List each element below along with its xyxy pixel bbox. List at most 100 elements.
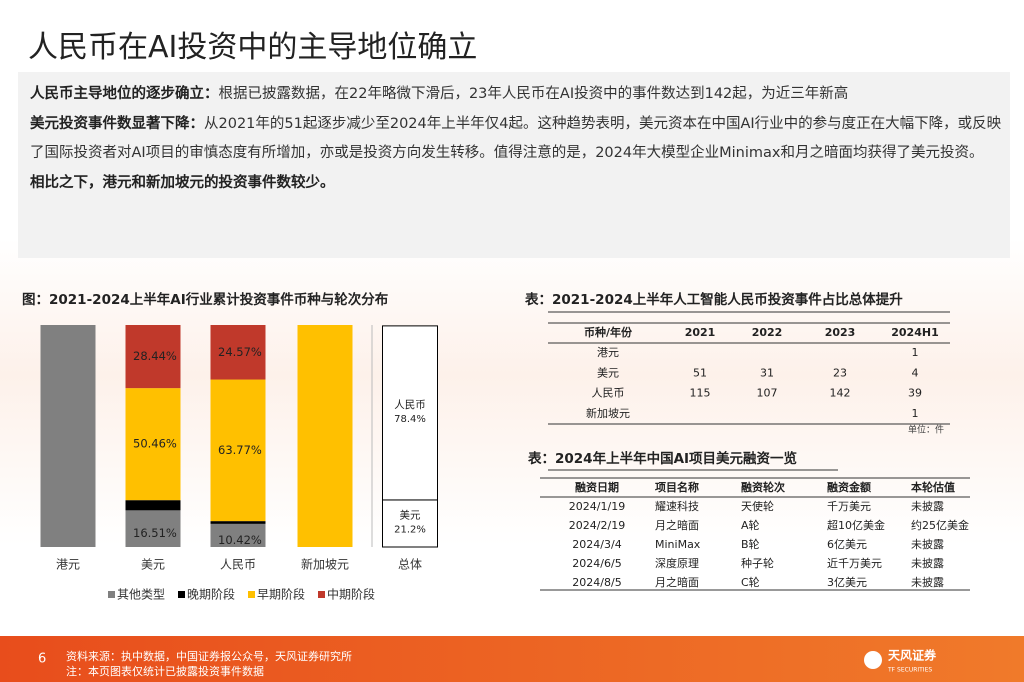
table-cell: A轮 — [741, 518, 760, 532]
table-cell: 千万美元 — [827, 500, 871, 513]
logo: 天风证券 — [888, 648, 937, 663]
footer-bar — [0, 636, 1024, 682]
overall-segment — [382, 499, 438, 548]
page-number: 6 — [38, 652, 46, 667]
table-cell: 深度原理 — [655, 556, 699, 570]
segment-name: 人民币 — [394, 399, 426, 411]
table-cell: 2024/3/4 — [572, 538, 621, 551]
value-label: 16.51% — [133, 526, 177, 540]
chart-title: 图：2021-2024上半年AI行业累计投资事件币种与轮次分布 — [22, 291, 388, 308]
table-cell: 人民币 — [592, 387, 625, 400]
value-label: 50.46% — [133, 437, 177, 451]
x-tick-label: 人民币 — [220, 558, 256, 572]
table-cell: B轮 — [741, 537, 760, 551]
summary: 人民币主导地位的逐步确立：根据已披露数据，在22年略微下滑后，23年人民币在AI… — [30, 80, 1006, 198]
legend-swatch — [178, 591, 185, 598]
bar-segment — [210, 325, 266, 380]
table-cell: 2024/8/5 — [572, 576, 621, 589]
table-cell: 3亿美元 — [827, 576, 867, 589]
bar-segment — [125, 388, 181, 501]
table-cell: 月之暗面 — [655, 518, 699, 532]
legend-swatch — [248, 591, 255, 598]
source: 资料来源：执中数据，中国证券报公众号，天风证券研究所 — [66, 649, 352, 663]
bar-segment — [125, 325, 181, 389]
table-unit: 单位：件 — [908, 424, 944, 436]
x-tick-label: 美元 — [141, 558, 165, 572]
lead: 美元投资事件数显著下降： — [30, 115, 204, 132]
table-cell: C轮 — [741, 575, 760, 589]
summary-box — [18, 72, 1010, 258]
table-cell: 1 — [912, 407, 919, 420]
legend-swatch — [318, 591, 325, 598]
table-cell: 港元 — [597, 346, 619, 359]
table-cell: 1 — [912, 346, 919, 359]
legend-label: 其他类型 — [117, 588, 165, 602]
table-cell: 天使轮 — [741, 499, 774, 513]
table-cell: 耀速科技 — [655, 499, 699, 513]
body: 根据已披露数据，在22年略微下滑后，23年人民币在AI投资中的事件数达到142起… — [218, 86, 849, 102]
table-title: 表：2024年上半年中国AI项目美元融资一览 — [528, 450, 797, 467]
table-cell: 2024/6/5 — [572, 557, 621, 570]
table-cell: 新加坡元 — [586, 406, 630, 420]
lead: 人民币主导地位的逐步确立： — [30, 86, 219, 102]
table-cell: 31 — [760, 366, 774, 379]
table-cell: 美元 — [597, 366, 619, 379]
paragraph: 相比之下，港元和新加坡元的投资事件数较少。 — [30, 169, 1006, 199]
bar-segment — [125, 510, 181, 547]
table-cell: 39 — [908, 387, 922, 400]
lead: 相比之下，港元和新加坡元的投资事件数较少。 — [30, 174, 335, 191]
x-tick-label: 总体 — [398, 558, 422, 572]
table-cell: 107 — [757, 387, 778, 400]
table-cell: 2024/1/19 — [569, 500, 625, 513]
note: 注：本页图表仅统计已披露投资事件数据 — [66, 664, 264, 678]
table-cell: 未披露 — [911, 499, 944, 513]
table-title: 表：2021-2024上半年人工智能人民币投资事件占比总体提升 — [525, 291, 903, 308]
value-label: 10.42% — [218, 533, 262, 547]
x-tick-label: 港元 — [56, 558, 80, 572]
bar-segment — [297, 325, 353, 547]
table-header: 2022 — [752, 326, 783, 339]
table-cell: 约25亿美金 — [911, 518, 969, 532]
body: 从2021年的51起逐步减少至2024年上半年仅4起。这种趋势表明，美元资本在中… — [30, 115, 1002, 162]
table-cell: 142 — [830, 387, 851, 400]
table-cell: 月之暗面 — [655, 575, 699, 589]
bar-segment — [40, 325, 96, 547]
table-cell: 4 — [912, 366, 919, 379]
bar-segment — [210, 523, 266, 547]
x-tick-label: 新加坡元 — [301, 557, 349, 572]
table-cell: 51 — [693, 366, 707, 379]
table-cell: MiniMax — [655, 538, 701, 551]
table-header: 币种/年份 — [584, 325, 633, 339]
logo-en: TF SECURITIES — [887, 667, 932, 674]
legend-label: 中期阶段 — [327, 587, 375, 602]
table-cell: 23 — [833, 366, 847, 379]
value-label: 21.2% — [394, 524, 426, 535]
table-cell: 近千万美元 — [827, 557, 882, 570]
legend-swatch — [108, 591, 115, 598]
value-label: 24.57% — [218, 345, 262, 359]
legend-label: 早期阶段 — [257, 587, 305, 602]
table-cell: 115 — [690, 387, 711, 400]
table-header: 融资日期 — [575, 480, 619, 494]
table-cell: 未披露 — [911, 537, 944, 551]
paragraph: 美元投资事件数显著下降：从2021年的51起逐步减少至2024年上半年仅4起。这… — [30, 110, 1006, 169]
value-label: 28.44% — [133, 349, 177, 363]
table-header: 2023 — [825, 326, 856, 339]
table-header: 融资金额 — [827, 480, 871, 494]
table-header: 项目名称 — [655, 480, 699, 494]
table-cell: 2024/2/19 — [569, 519, 625, 532]
table-cell: 超10亿美金 — [827, 518, 885, 532]
logo-mark — [864, 651, 882, 669]
table-cell: 6亿美元 — [827, 538, 867, 551]
table-header: 本轮估值 — [911, 480, 955, 494]
paragraph: 人民币主导地位的逐步确立：根据已披露数据，在22年略微下滑后，23年人民币在AI… — [30, 80, 1006, 110]
table-header: 融资轮次 — [741, 480, 785, 494]
slide-title: 人民币在AI投资中的主导地位确立 — [28, 30, 478, 65]
table-header: 2021 — [685, 326, 716, 339]
table-cell: 未披露 — [911, 575, 944, 589]
bar-segment — [210, 379, 266, 522]
value-label: 78.4% — [394, 414, 426, 425]
bar-segment — [210, 521, 266, 524]
